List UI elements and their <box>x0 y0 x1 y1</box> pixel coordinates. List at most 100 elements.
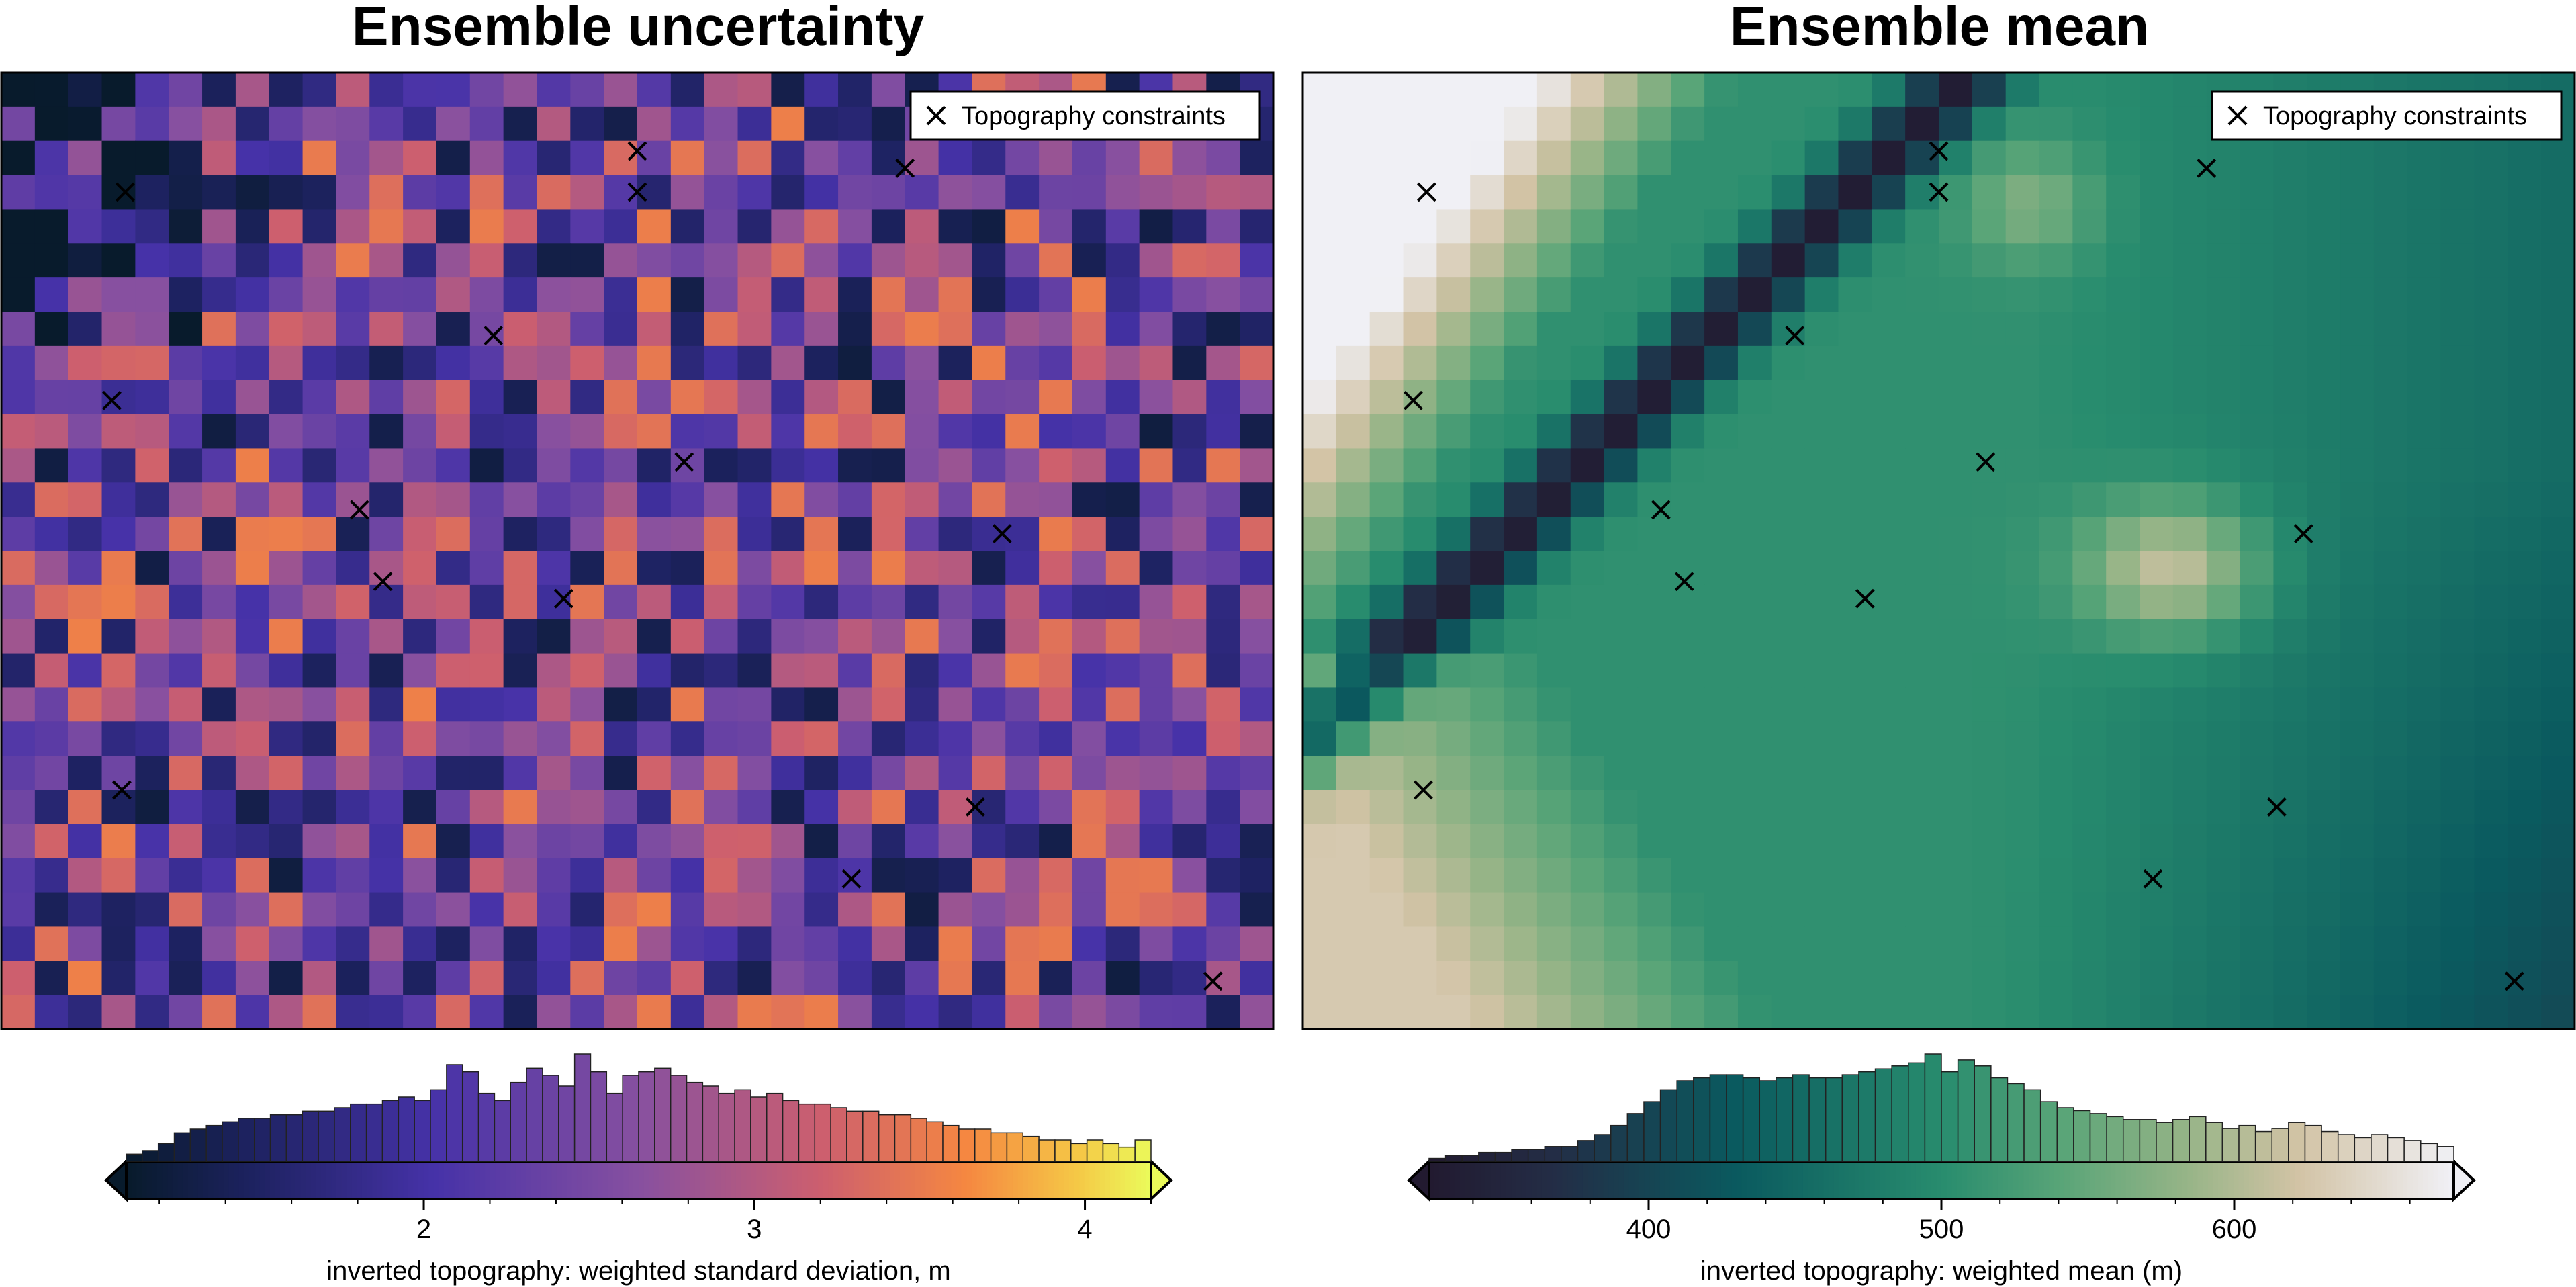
heatmap-cell <box>1704 858 1739 893</box>
heatmap-cell <box>1369 824 1404 859</box>
colorbar-extend-high <box>1150 1158 1173 1202</box>
heatmap-cell <box>1637 721 1671 756</box>
heatmap-cell <box>2440 175 2475 210</box>
heatmap-cell <box>1336 584 1371 620</box>
heatmap-cell <box>2206 277 2241 312</box>
heatmap-cell <box>2039 73 2073 107</box>
heatmap-cell <box>1872 721 1906 756</box>
heatmap-cell <box>905 790 939 825</box>
colorbar-stripe <box>2279 1161 2286 1199</box>
heatmap-cell <box>1072 995 1107 1030</box>
heatmap-cell <box>169 551 203 586</box>
heatmap-cell <box>2541 619 2575 654</box>
heatmap-cell <box>1536 448 1571 483</box>
heatmap-cell <box>68 106 103 142</box>
heatmap-cell <box>1172 619 1207 654</box>
heatmap-cell <box>2373 277 2408 312</box>
histogram-bar <box>926 1121 944 1162</box>
heatmap-cell <box>2273 380 2307 415</box>
heatmap-cell <box>2240 926 2274 961</box>
heatmap-cell <box>135 482 169 517</box>
colorbar-stripe <box>187 1161 193 1199</box>
heatmap-cell <box>2340 243 2375 278</box>
heatmap-cell <box>804 277 839 312</box>
heatmap-cell <box>68 551 103 586</box>
heatmap-cell <box>101 209 136 244</box>
histogram-bar <box>1676 1080 1694 1162</box>
constraint-marker <box>965 797 985 817</box>
heatmap-cell <box>469 209 504 244</box>
heatmap-cell <box>2172 687 2207 722</box>
heatmap-cell <box>101 106 136 142</box>
heatmap-cell <box>1637 243 1671 278</box>
heatmap-cell <box>336 584 370 620</box>
heatmap-cell <box>1972 926 2007 961</box>
heatmap-cell <box>1504 995 1538 1030</box>
colorbar-stripe <box>2218 1161 2224 1199</box>
heatmap-cell <box>1369 517 1404 551</box>
heatmap-cell <box>1671 345 1705 381</box>
heatmap-cell <box>2039 926 2073 961</box>
heatmap-cell <box>1671 243 1705 278</box>
histogram-bar <box>2238 1124 2256 1162</box>
heatmap-cell <box>2407 482 2442 517</box>
heatmap-cell <box>1 312 36 347</box>
histogram-bar <box>1742 1077 1761 1162</box>
constraint-marker <box>841 869 862 889</box>
heatmap-cell <box>68 961 103 995</box>
heatmap-cell <box>2072 961 2107 995</box>
heatmap-cell <box>1939 858 1973 893</box>
heatmap-cell <box>269 312 304 347</box>
heatmap-cell <box>2474 175 2508 210</box>
colorbar-stripe <box>269 1161 276 1199</box>
heatmap-cell <box>2039 892 2073 928</box>
heatmap-cell <box>905 175 939 210</box>
heatmap-cell <box>1 517 36 551</box>
heatmap-cell <box>2440 721 2475 756</box>
heatmap-cell <box>938 209 973 244</box>
heatmap-cell <box>2440 482 2475 517</box>
heatmap-cell <box>704 687 739 722</box>
colorbar-stripe <box>2310 1161 2316 1199</box>
heatmap-cell <box>1604 653 1639 689</box>
heatmap-cell <box>503 414 538 449</box>
heatmap-cell <box>2407 140 2442 176</box>
heatmap-cell <box>101 619 136 654</box>
heatmap-cell <box>1570 209 1605 244</box>
heatmap-cell <box>336 619 370 654</box>
heatmap-cell <box>1369 551 1404 586</box>
heatmap-cell <box>269 824 304 859</box>
heatmap-cell <box>1 243 36 278</box>
heatmap-cell <box>871 140 906 176</box>
colorbar-stripe <box>1695 1161 1702 1199</box>
colorbar-stripe <box>1531 1161 1538 1199</box>
heatmap-cell <box>1240 551 1274 586</box>
heatmap-cell <box>1838 551 1872 586</box>
histogram-bar <box>942 1124 960 1162</box>
heatmap-cell <box>804 175 839 210</box>
heatmap-cell <box>1939 551 1973 586</box>
heatmap-cell <box>1240 892 1274 928</box>
heatmap-cell <box>169 653 203 689</box>
colorbar-stripe <box>2371 1161 2378 1199</box>
heatmap-cell <box>2508 584 2542 620</box>
heatmap-cell <box>2140 106 2174 142</box>
heatmap-cell <box>2541 790 2575 825</box>
colorbar-stripe <box>2330 1161 2337 1199</box>
histogram-bar <box>894 1114 912 1162</box>
heatmap-cell <box>2541 448 2575 483</box>
heatmap-cell <box>2005 721 2040 756</box>
heatmap-cell <box>1436 277 1471 312</box>
heatmap-cell <box>1336 345 1371 381</box>
heatmap-cell <box>1105 345 1140 381</box>
heatmap-cell <box>570 721 604 756</box>
colorbar-stripe <box>131 1161 138 1199</box>
heatmap-cell <box>336 175 370 210</box>
heatmap-cell <box>1206 312 1240 347</box>
colorbar-stripe <box>2054 1161 2060 1199</box>
heatmap-cell <box>2307 926 2341 961</box>
heatmap-cell <box>469 73 504 107</box>
heatmap-cell <box>2072 687 2107 722</box>
heatmap-cell <box>1240 926 1274 961</box>
colorbar-stripe <box>1946 1161 1953 1199</box>
